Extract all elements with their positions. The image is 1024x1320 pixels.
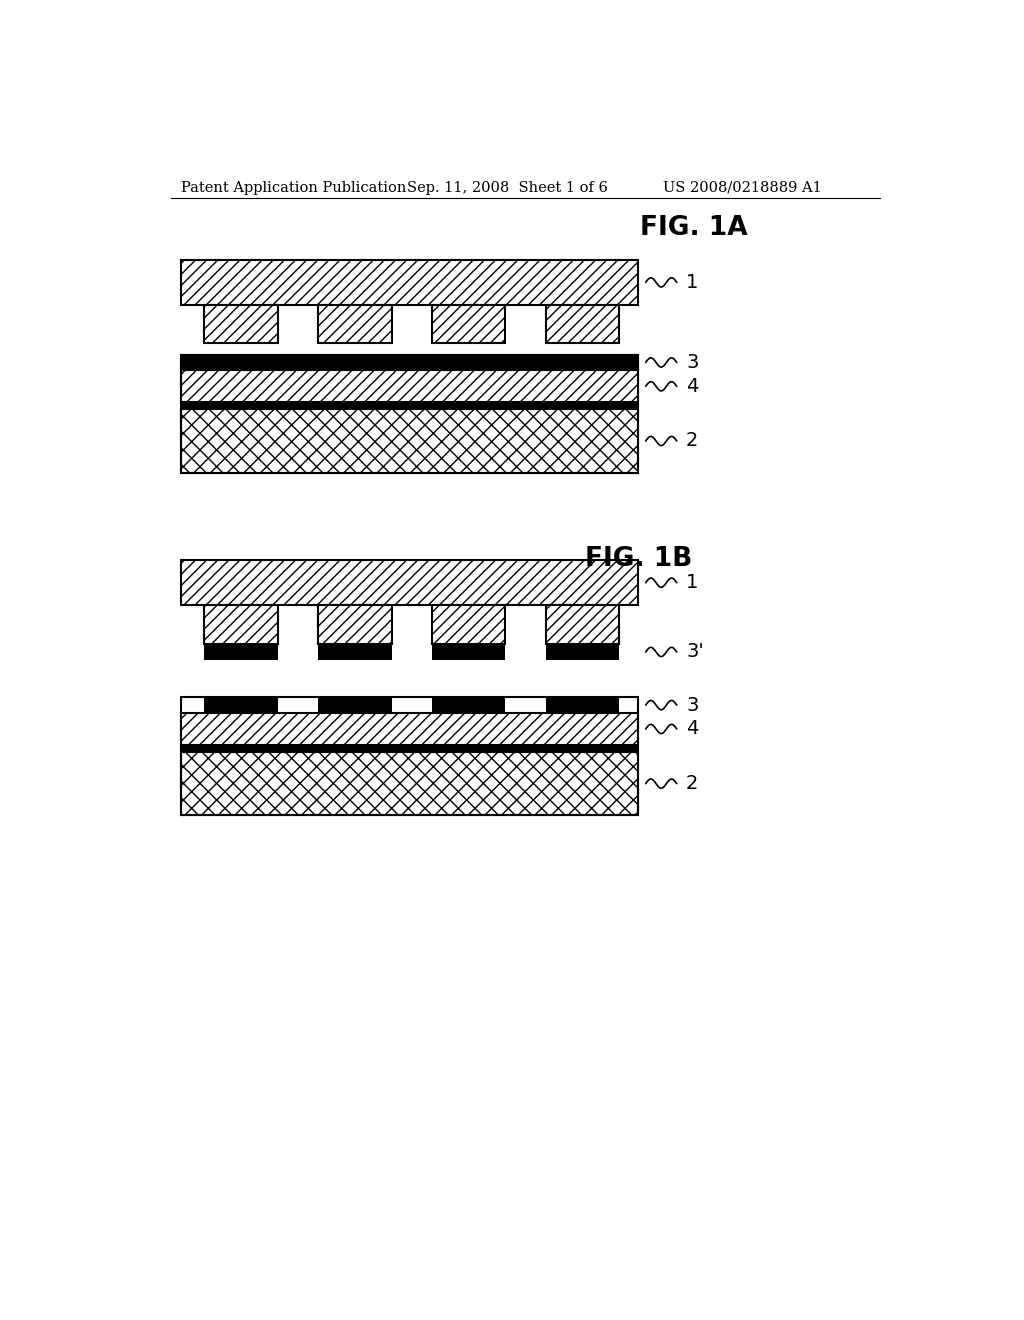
Bar <box>546 605 620 644</box>
Bar <box>180 260 638 305</box>
Bar <box>432 644 506 660</box>
Text: 3: 3 <box>686 696 698 714</box>
Text: 2: 2 <box>686 774 698 793</box>
Text: 1: 1 <box>686 573 698 593</box>
Bar <box>180 355 638 370</box>
Text: 3': 3' <box>686 643 703 661</box>
Text: 3: 3 <box>686 352 698 372</box>
Text: FIG. 1A: FIG. 1A <box>640 215 748 240</box>
Bar <box>317 605 391 644</box>
Bar <box>204 305 278 343</box>
Bar <box>180 752 638 816</box>
Bar <box>180 409 638 473</box>
Bar <box>546 644 620 660</box>
Bar <box>180 370 638 403</box>
Bar <box>180 560 638 605</box>
Bar <box>204 605 278 644</box>
Text: 4: 4 <box>686 376 698 396</box>
Text: 1: 1 <box>686 273 698 292</box>
Bar <box>204 697 278 713</box>
Bar <box>180 355 638 473</box>
Bar <box>432 697 506 713</box>
Text: 4: 4 <box>686 719 698 738</box>
Text: Sep. 11, 2008  Sheet 1 of 6: Sep. 11, 2008 Sheet 1 of 6 <box>407 181 608 194</box>
Text: 2: 2 <box>686 432 698 450</box>
Bar <box>180 403 638 409</box>
Bar <box>180 713 638 744</box>
Text: US 2008/0218889 A1: US 2008/0218889 A1 <box>663 181 821 194</box>
Bar <box>432 305 506 343</box>
Bar <box>317 644 391 660</box>
Bar <box>180 697 638 816</box>
Bar <box>204 644 278 660</box>
Bar <box>546 697 620 713</box>
Bar <box>317 305 391 343</box>
Text: Patent Application Publication: Patent Application Publication <box>180 181 407 194</box>
Bar <box>432 605 506 644</box>
Text: FIG. 1B: FIG. 1B <box>586 545 692 572</box>
Bar <box>180 744 638 752</box>
Bar <box>317 697 391 713</box>
Bar <box>546 305 620 343</box>
